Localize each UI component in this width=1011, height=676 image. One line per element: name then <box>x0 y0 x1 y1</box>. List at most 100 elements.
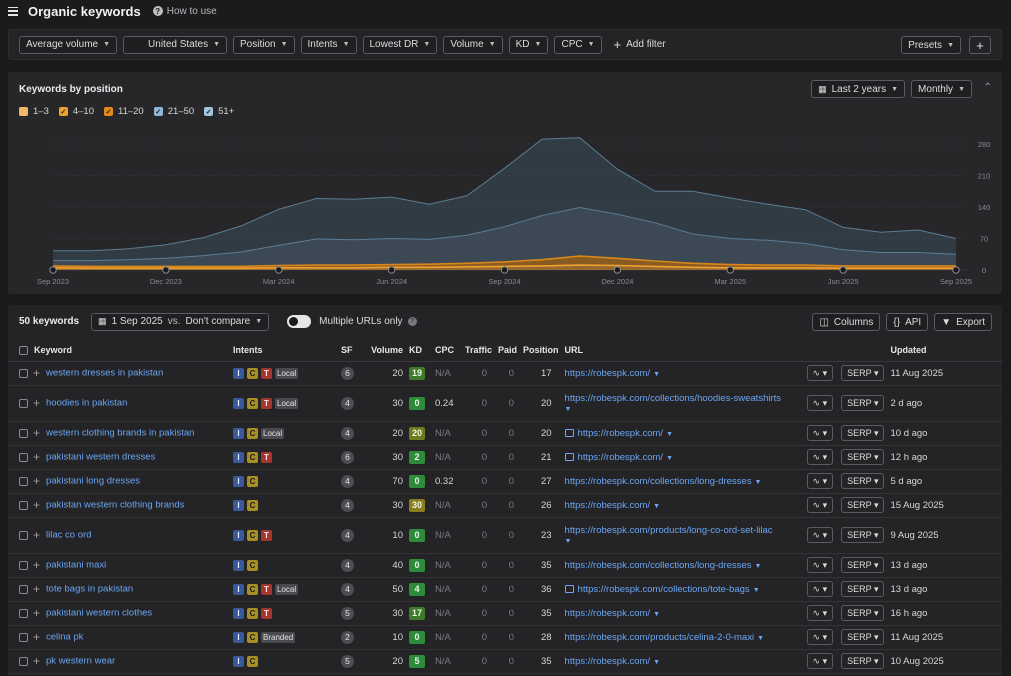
legend-item[interactable]: ✓ 11–20 <box>104 106 144 117</box>
serp-features-count[interactable]: 5 <box>341 606 354 620</box>
legend-item[interactable]: 1–3 <box>19 106 49 117</box>
url-link[interactable]: https://robespk.com/▼ <box>564 452 673 463</box>
col-updated[interactable]: Updated <box>887 340 1002 362</box>
expand-plus-icon[interactable]: + <box>33 450 41 464</box>
keyword-link[interactable]: pakistani western clothes <box>46 607 153 619</box>
filter-lowest-dr[interactable]: Lowest DR ▼ <box>362 35 438 54</box>
serp-features-count[interactable]: 4 <box>341 558 354 572</box>
expand-plus-icon[interactable]: + <box>33 528 41 542</box>
expand-plus-icon[interactable]: + <box>33 396 41 410</box>
keyword-link[interactable]: lilac co ord <box>46 529 92 541</box>
expand-plus-icon[interactable]: + <box>33 366 41 380</box>
url-link[interactable]: https://robespk.com/collections/long-dre… <box>565 560 762 571</box>
trend-chart-icon[interactable]: ∿ ▾ <box>806 629 834 645</box>
serp-features-count[interactable]: 4 <box>341 396 354 410</box>
row-checkbox[interactable] <box>19 560 28 570</box>
chevron-down-icon[interactable]: ▼ <box>564 538 572 545</box>
keyword-link[interactable]: celina pk <box>46 631 84 643</box>
serp-features-count[interactable]: 6 <box>341 450 354 464</box>
expand-plus-icon[interactable]: + <box>33 558 41 572</box>
expand-plus-icon[interactable]: + <box>33 426 41 440</box>
add-filter-button[interactable]: + Add filter <box>614 37 666 52</box>
serp-button[interactable]: SERP ▾ <box>841 605 885 621</box>
legend-item[interactable]: ✓ 51+ <box>204 106 234 117</box>
keyword-link[interactable]: western clothing brands in pakistan <box>46 427 195 439</box>
row-checkbox[interactable] <box>19 530 28 540</box>
trend-chart-icon[interactable]: ∿ ▾ <box>806 365 834 381</box>
serp-button[interactable]: SERP ▾ <box>841 557 885 573</box>
col-position[interactable]: Position <box>520 340 562 362</box>
trend-chart-icon[interactable]: ∿ ▾ <box>806 581 834 597</box>
export-button[interactable]: ▼ Export <box>934 313 992 331</box>
chevron-down-icon[interactable]: ▼ <box>653 658 661 666</box>
filter-volume[interactable]: Volume ▼ <box>443 35 503 54</box>
keyword-link[interactable]: tote bags in pakistan <box>46 583 134 595</box>
trend-chart-icon[interactable]: ∿ ▾ <box>806 473 834 489</box>
chevron-down-icon[interactable]: ▼ <box>754 562 762 570</box>
col-url[interactable]: URL <box>561 340 804 362</box>
col-cpc[interactable]: CPC <box>432 340 462 362</box>
select-all-checkbox[interactable] <box>19 346 28 356</box>
row-checkbox[interactable] <box>19 398 28 408</box>
chevron-up-icon[interactable]: ⌃ <box>983 82 992 93</box>
legend-checkbox[interactable]: ✓ <box>58 107 68 116</box>
serp-button[interactable]: SERP ▾ <box>841 449 885 465</box>
date-picker[interactable]: ▦ 1 Sep 2025 vs. Don't compare ▼ <box>91 312 270 331</box>
serp-features-count[interactable]: 2 <box>341 630 354 644</box>
keyword-link[interactable]: pakistani western dresses <box>46 451 156 463</box>
row-checkbox[interactable] <box>19 368 28 378</box>
multiple-urls-toggle[interactable] <box>287 315 312 328</box>
serp-features-count[interactable]: 4 <box>341 426 354 440</box>
serp-button[interactable]: SERP ▾ <box>841 527 885 543</box>
legend-checkbox[interactable]: ✓ <box>204 107 214 116</box>
serp-button[interactable]: SERP ▾ <box>841 581 885 597</box>
url-link[interactable]: https://robespk.com/products/celina-2-0-… <box>565 632 765 643</box>
chevron-down-icon[interactable]: ▼ <box>564 406 572 413</box>
trend-chart-icon[interactable]: ∿ ▾ <box>806 497 834 513</box>
trend-chart-icon[interactable]: ∿ ▾ <box>806 395 834 411</box>
trend-chart-icon[interactable]: ∿ ▾ <box>806 425 834 441</box>
keyword-link[interactable]: western dresses in pakistan <box>46 367 164 379</box>
legend-item[interactable]: ✓ 4–10 <box>58 106 94 117</box>
serp-features-count[interactable]: 4 <box>341 498 354 512</box>
trend-chart-icon[interactable]: ∿ ▾ <box>806 605 834 621</box>
serp-button[interactable]: SERP ▾ <box>841 629 885 645</box>
row-checkbox[interactable] <box>19 500 28 510</box>
row-checkbox[interactable] <box>19 452 28 462</box>
row-checkbox[interactable] <box>19 656 28 666</box>
chevron-down-icon[interactable]: ▼ <box>653 370 661 378</box>
filter-kd[interactable]: KD ▼ <box>508 35 549 54</box>
menu-icon[interactable] <box>8 6 18 16</box>
serp-button[interactable]: SERP ▾ <box>841 425 885 441</box>
how-to-use-link[interactable]: ? How to use <box>152 6 217 17</box>
trend-chart-icon[interactable]: ∿ ▾ <box>806 449 834 465</box>
url-link[interactable]: https://robespk.com/products/long-co-ord… <box>565 525 773 536</box>
serp-button[interactable]: SERP ▾ <box>841 365 885 381</box>
serp-features-count[interactable]: 6 <box>341 366 354 380</box>
api-button[interactable]: {} API <box>886 313 929 331</box>
trend-chart-icon[interactable]: ∿ ▾ <box>806 557 834 573</box>
url-link[interactable]: https://robespk.com/collections/hoodies-… <box>565 393 782 404</box>
serp-features-count[interactable]: 4 <box>341 582 354 596</box>
expand-plus-icon[interactable]: + <box>33 654 41 668</box>
keyword-link[interactable]: hoodies in pakistan <box>46 397 128 409</box>
filter-cpc[interactable]: CPC ▼ <box>554 35 602 54</box>
filter-intents[interactable]: Intents ▼ <box>300 35 357 54</box>
col-keyword[interactable]: Keyword <box>8 340 230 362</box>
url-link[interactable]: https://robespk.com/collections/long-dre… <box>565 476 762 487</box>
chevron-down-icon[interactable]: ▼ <box>752 586 760 594</box>
chevron-down-icon[interactable]: ▼ <box>666 430 674 438</box>
keyword-link[interactable]: pakistan western clothing brands <box>46 499 185 511</box>
legend-item[interactable]: ✓ 21–50 <box>153 106 194 117</box>
url-link[interactable]: https://robespk.com/▼ <box>565 500 660 511</box>
serp-features-count[interactable]: 5 <box>341 654 354 668</box>
keyword-link[interactable]: pakistani long dresses <box>46 475 141 487</box>
row-checkbox[interactable] <box>19 584 28 594</box>
col-intents[interactable]: Intents <box>230 340 338 362</box>
col-sf[interactable]: SF <box>338 340 362 362</box>
expand-plus-icon[interactable]: + <box>33 498 41 512</box>
granularity-dropdown[interactable]: Monthly ▼ <box>911 80 972 98</box>
url-link[interactable]: https://robespk.com/▼ <box>565 608 660 619</box>
serp-button[interactable]: SERP ▾ <box>841 473 885 489</box>
col-volume[interactable]: Volume <box>362 340 406 362</box>
